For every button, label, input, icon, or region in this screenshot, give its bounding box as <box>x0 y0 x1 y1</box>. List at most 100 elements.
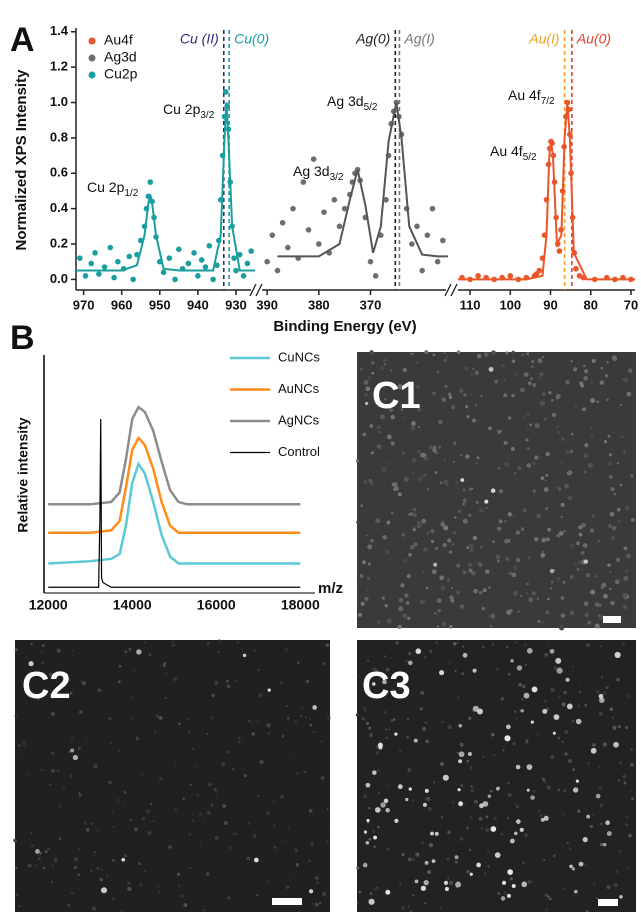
data-point <box>300 179 307 185</box>
speckle <box>392 460 395 463</box>
speckle <box>294 849 298 853</box>
speckle <box>390 511 394 515</box>
speckle <box>40 661 45 665</box>
speckle <box>607 563 611 567</box>
speckle <box>542 777 545 781</box>
peak-label: Cu 2p1/2 <box>87 179 139 199</box>
speckle <box>446 355 449 359</box>
speckle <box>599 711 603 716</box>
speckle <box>547 527 551 532</box>
speckle <box>471 487 474 490</box>
speckle <box>398 686 402 691</box>
speckle <box>470 372 474 376</box>
speckle <box>78 792 81 794</box>
axis-break-mark <box>249 283 257 297</box>
data-point <box>210 276 216 283</box>
speckle <box>435 547 439 551</box>
speckle <box>371 829 375 834</box>
speckle <box>376 886 379 889</box>
speckle <box>93 851 96 854</box>
speckle <box>408 553 412 557</box>
speckle <box>628 833 632 838</box>
speckle <box>602 742 607 747</box>
speckle <box>437 445 442 449</box>
speckle <box>386 847 390 851</box>
reference-label: Cu (II) <box>180 31 219 47</box>
y-tick-label: 0.2 <box>50 235 68 250</box>
speckle <box>503 378 506 381</box>
speckle <box>203 818 205 820</box>
bright-spot <box>572 787 579 793</box>
bright-spot <box>583 559 589 564</box>
speckle <box>399 750 402 753</box>
speckle <box>606 398 609 402</box>
speckle <box>547 597 550 601</box>
bright-spot <box>520 709 524 713</box>
speckle <box>226 662 229 664</box>
speckle <box>619 761 623 765</box>
speckle <box>587 620 592 625</box>
speckle <box>67 903 70 907</box>
speckle <box>619 403 623 407</box>
speckle <box>601 676 604 679</box>
speckle <box>367 562 371 566</box>
data-point <box>409 241 415 247</box>
speckle <box>540 553 546 558</box>
speckle <box>558 531 564 536</box>
speckle <box>412 507 417 512</box>
bright-spot <box>495 786 500 791</box>
bright-spot <box>511 884 516 888</box>
speckle <box>401 853 405 856</box>
speckle <box>513 565 518 570</box>
data-point <box>101 264 108 270</box>
speckle <box>456 590 461 595</box>
speckle <box>386 434 392 440</box>
speckle <box>435 750 439 753</box>
bright-spot <box>510 659 514 663</box>
speckle <box>97 688 102 693</box>
speckle <box>18 905 21 908</box>
speckle <box>424 902 427 905</box>
speckle <box>257 795 259 798</box>
data-point <box>274 267 281 274</box>
speckle <box>287 826 291 829</box>
speckle <box>506 646 509 649</box>
reference-label: Au(0) <box>576 31 611 47</box>
speckle <box>449 595 454 600</box>
bright-spot <box>378 745 383 750</box>
y-tick-label: 0.6 <box>50 165 68 180</box>
speckle <box>462 488 466 492</box>
legend-marker <box>88 54 96 62</box>
bright-spot <box>458 759 463 764</box>
speckle <box>241 740 244 744</box>
speckle <box>214 836 219 840</box>
speckle <box>613 883 618 888</box>
y-axis-label: Normalized XPS Intensity <box>13 69 30 251</box>
speckle <box>404 593 409 598</box>
speckle <box>197 815 200 818</box>
speckle <box>367 659 370 662</box>
speckle <box>437 608 442 613</box>
speckle <box>273 845 277 849</box>
speckle <box>206 641 210 645</box>
bright-spot <box>542 708 548 714</box>
speckle <box>630 796 635 801</box>
speckle <box>565 380 570 385</box>
speckle <box>326 716 331 720</box>
speckle <box>148 653 152 657</box>
speckle <box>525 438 529 442</box>
speckle <box>389 408 394 412</box>
speckle <box>447 877 450 880</box>
speckle <box>296 661 300 665</box>
speckle <box>518 652 521 655</box>
speckle <box>401 533 406 537</box>
speckle <box>476 456 480 460</box>
speckle <box>295 863 300 867</box>
speckle <box>525 582 530 586</box>
speckle <box>78 793 82 797</box>
speckle <box>500 832 504 836</box>
speckle <box>37 697 40 701</box>
speckle <box>585 572 591 578</box>
speckle <box>123 854 128 858</box>
speckle <box>425 739 429 744</box>
